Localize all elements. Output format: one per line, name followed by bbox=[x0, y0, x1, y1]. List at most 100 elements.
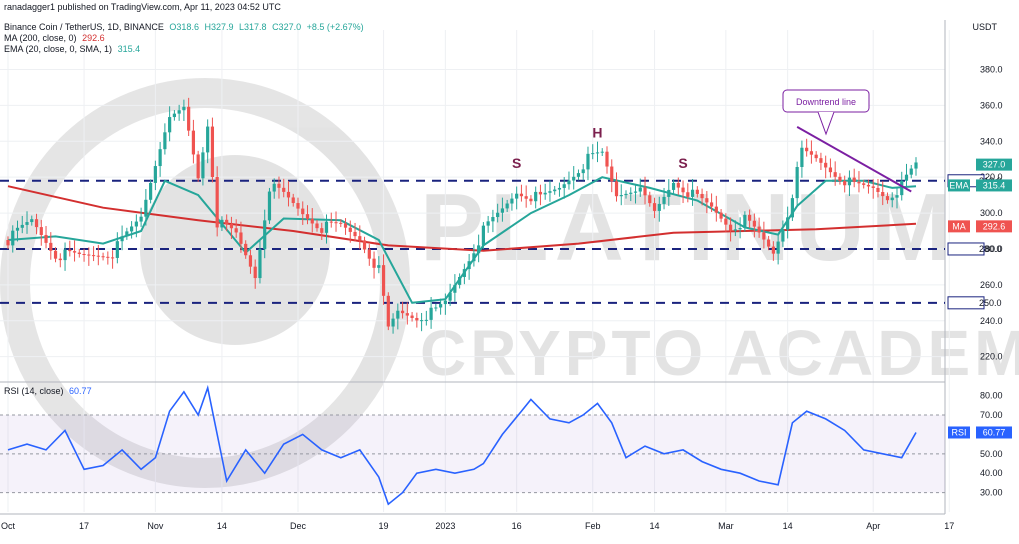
candle-body bbox=[324, 221, 329, 233]
candle-body bbox=[267, 191, 272, 221]
candle-body bbox=[871, 186, 875, 188]
candle-body bbox=[225, 219, 229, 225]
candle-body bbox=[44, 234, 48, 243]
price-tick-label: 220.0 bbox=[980, 352, 1003, 362]
candle-body bbox=[134, 221, 138, 227]
candle-body bbox=[286, 191, 291, 198]
candle-body bbox=[900, 180, 904, 196]
candle-body bbox=[282, 187, 286, 192]
currency-label: USDT bbox=[972, 22, 998, 32]
candle-body bbox=[72, 251, 77, 253]
candle-body bbox=[557, 187, 562, 190]
candle-body bbox=[339, 222, 343, 224]
candle-body bbox=[130, 226, 134, 232]
candle-body bbox=[82, 254, 86, 255]
candle-body bbox=[890, 197, 894, 201]
candle-body bbox=[472, 253, 476, 262]
time-tick-label: Apr bbox=[866, 521, 880, 531]
publisher-line: ranadagger1 published on TradingView.com… bbox=[4, 2, 281, 12]
candle-body bbox=[120, 236, 124, 242]
candle-body bbox=[467, 261, 471, 270]
time-tick-label: Dec bbox=[290, 521, 307, 531]
candle-body bbox=[586, 153, 590, 170]
candle-body bbox=[434, 307, 438, 309]
candle-body bbox=[843, 181, 847, 186]
candle-body bbox=[866, 184, 871, 187]
candle-body bbox=[139, 216, 143, 222]
candle-body bbox=[68, 249, 72, 252]
candle-body bbox=[20, 224, 24, 228]
candle-body bbox=[876, 187, 880, 193]
candle-body bbox=[377, 265, 381, 268]
candle-body bbox=[781, 229, 785, 242]
candle-body bbox=[206, 126, 210, 153]
price-tick-label: 280.0 bbox=[980, 244, 1003, 254]
candle-body bbox=[63, 249, 67, 261]
candle-body bbox=[239, 232, 243, 244]
candle-body bbox=[572, 176, 576, 181]
candle-body bbox=[486, 221, 490, 226]
candle-body bbox=[767, 239, 771, 247]
candle-body bbox=[676, 182, 680, 188]
candle-body bbox=[805, 147, 809, 152]
candle-body bbox=[58, 258, 62, 261]
candle-body bbox=[705, 198, 709, 203]
candle-body bbox=[809, 151, 814, 155]
rsi-line bbox=[7, 384, 917, 506]
candle-body bbox=[638, 187, 642, 192]
candle-body bbox=[458, 276, 462, 285]
candle-body bbox=[177, 110, 181, 114]
ohlc-high: H327.9 bbox=[204, 22, 234, 32]
price-badge-label: 292.6 bbox=[983, 221, 1006, 231]
candle-body bbox=[424, 319, 428, 321]
indicator-tag bbox=[948, 179, 970, 192]
callout-pointer bbox=[817, 111, 835, 136]
time-tick-label: 19 bbox=[379, 521, 389, 531]
candle-body bbox=[819, 158, 823, 163]
candle-body bbox=[738, 228, 742, 230]
indicator-tag-label: MA bbox=[952, 221, 966, 231]
pattern-label: S bbox=[678, 155, 687, 171]
time-tick-label: 17 bbox=[944, 521, 954, 531]
watermark-text-1: PLATINUM bbox=[420, 174, 957, 281]
candle-body bbox=[477, 245, 481, 254]
candle-body bbox=[101, 256, 105, 258]
candle-body bbox=[125, 231, 129, 237]
rsi-value-label: 60.77 bbox=[983, 427, 1006, 437]
rsi-band bbox=[0, 415, 945, 493]
candle-body bbox=[405, 313, 409, 316]
price-tick-label: 260.0 bbox=[980, 280, 1003, 290]
candle-body bbox=[505, 203, 509, 209]
price-badge bbox=[976, 158, 1012, 171]
candle-body bbox=[852, 177, 856, 182]
candle-body bbox=[320, 228, 324, 233]
time-tick-label: 16 bbox=[512, 521, 522, 531]
candle-body bbox=[481, 225, 485, 246]
candle-body bbox=[244, 243, 248, 256]
rsi-legend: RSI (14, close) 60.77 bbox=[4, 386, 92, 396]
candle-body bbox=[353, 231, 357, 237]
candle-body bbox=[595, 152, 600, 154]
candle-body bbox=[776, 241, 780, 254]
ma-legend: MA (200, close, 0) 292.6 bbox=[4, 33, 105, 43]
candle-body bbox=[410, 315, 414, 318]
candle-body bbox=[196, 154, 200, 179]
candle-body bbox=[396, 310, 400, 319]
time-tick-label: Nov bbox=[147, 521, 164, 531]
candle-body bbox=[500, 208, 505, 213]
candle-body bbox=[857, 181, 861, 184]
candle-body bbox=[248, 255, 253, 267]
candle-body bbox=[534, 191, 538, 202]
candle-body bbox=[881, 192, 885, 197]
ohlc-open: O318.6 bbox=[169, 22, 199, 32]
ohlc-close: C327.0 bbox=[272, 22, 302, 32]
candle-body bbox=[291, 197, 295, 204]
candle-body bbox=[272, 183, 276, 192]
candle-body bbox=[158, 149, 162, 167]
candle-body bbox=[824, 162, 828, 168]
rsi-tick-label: 30.00 bbox=[980, 488, 1003, 498]
candle-body bbox=[315, 223, 319, 229]
candle-body bbox=[296, 203, 300, 209]
candle-body bbox=[172, 113, 176, 118]
candle-body bbox=[553, 189, 557, 192]
